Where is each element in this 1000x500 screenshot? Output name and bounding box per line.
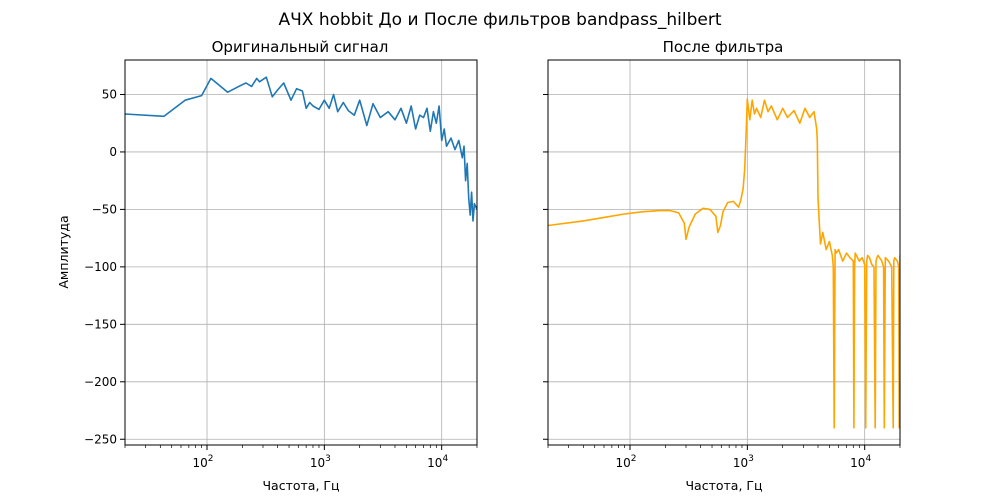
x-tick-label: 102 — [193, 454, 214, 470]
y-axis-label: Амплитуда — [56, 215, 71, 288]
x-tick-exponent: 3 — [748, 454, 754, 464]
x-tick-exponent: 4 — [865, 454, 871, 464]
y-tick-label: 0 — [109, 145, 117, 159]
y-tick-label: 50 — [102, 87, 117, 101]
x-tick-label: 102 — [616, 454, 637, 470]
x-tick-exponent: 4 — [442, 454, 448, 464]
x-tick-exponent: 2 — [208, 454, 214, 464]
x-tick-exponent: 3 — [325, 454, 331, 464]
axes-frame-filtered — [547, 59, 901, 446]
grid-original — [125, 60, 477, 445]
y-tick-label: −250 — [84, 432, 117, 446]
y-tick-label: −100 — [84, 260, 117, 274]
x-tick-label: 104 — [427, 454, 448, 470]
y-ticks-original: 50 0 −50 −100 −150 −200 −250 — [84, 87, 125, 446]
x-ticks-original: 102 103 104 — [124, 445, 478, 470]
plot-area-filtered — [548, 98, 900, 429]
panel-title-filtered: После фильтра — [663, 38, 784, 56]
x-ticks-filtered: 102 103 104 — [547, 445, 901, 470]
panel-original: Оригинальный сигнал 102 103 104 50 0 −50 −100… — [56, 38, 478, 493]
y-tick-label: −200 — [84, 375, 117, 389]
x-tick-label: 103 — [310, 454, 331, 470]
panel-filtered: После фильтра 102 103 104 Частота, Гц — [543, 38, 901, 493]
x-axis-label-original: Частота, Гц — [262, 478, 339, 493]
series-line-filtered — [548, 98, 900, 429]
panel-title-original: Оригинальный сигнал — [212, 38, 389, 56]
y-ticks-filtered — [543, 93, 548, 440]
axes-frame-original — [124, 59, 478, 446]
series-line-original — [125, 76, 477, 222]
plot-area-original — [125, 76, 477, 222]
y-tick-label: −150 — [84, 317, 117, 331]
y-tick-label: −50 — [92, 202, 117, 216]
figure-suptitle: АЧХ hobbit До и После фильтров bandpass_… — [279, 10, 722, 30]
x-tick-label: 103 — [733, 454, 754, 470]
x-tick-label: 104 — [850, 454, 871, 470]
grid-filtered — [548, 60, 900, 445]
x-axis-label-filtered: Частота, Гц — [685, 478, 762, 493]
x-tick-exponent: 2 — [631, 454, 637, 464]
